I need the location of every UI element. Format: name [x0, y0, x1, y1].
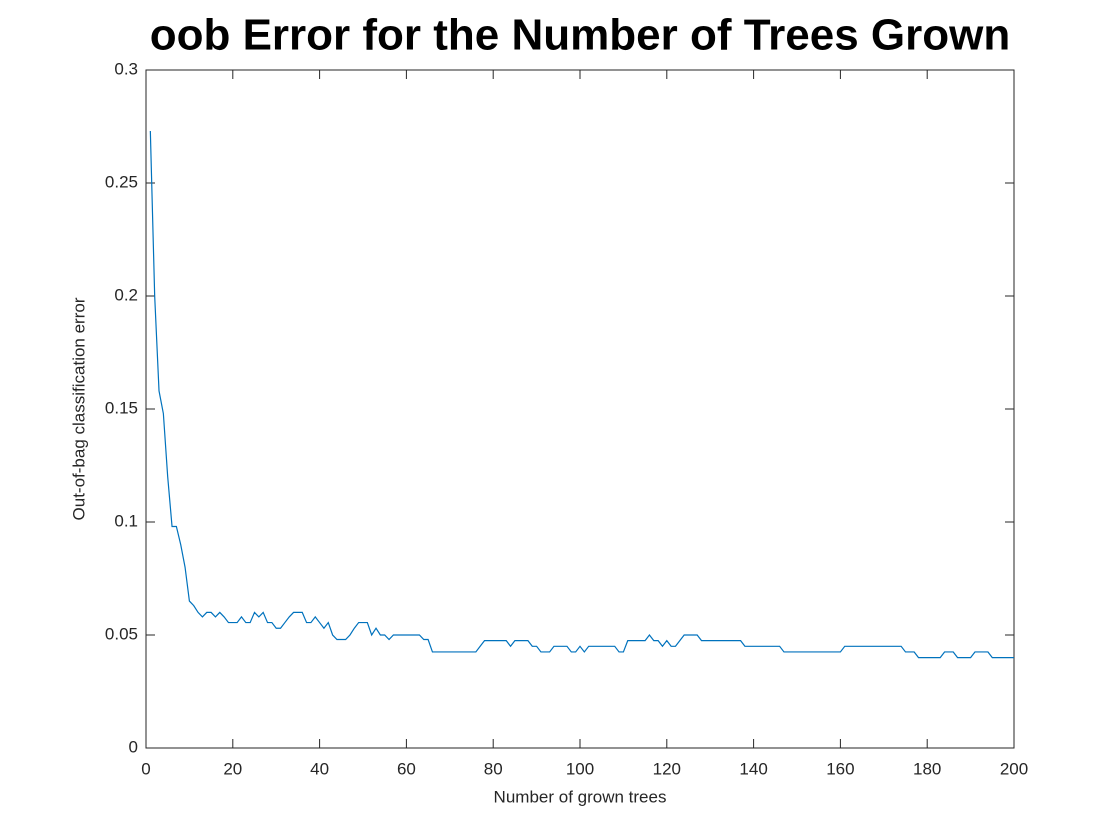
chart-title: oob Error for the Number of Trees Grown — [150, 11, 1011, 60]
x-axis-label: Number of grown trees — [494, 787, 667, 806]
x-tick-label: 160 — [826, 759, 854, 778]
x-tick-label: 60 — [397, 759, 416, 778]
y-axis-label: Out-of-bag classification error — [69, 297, 88, 520]
y-tick-label: 0.25 — [105, 172, 138, 191]
y-tick-label: 0 — [129, 737, 138, 756]
x-tick-label: 0 — [141, 759, 150, 778]
data-line — [149, 131, 1014, 659]
y-tick-label: 0.2 — [114, 285, 138, 304]
x-tick-label: 80 — [484, 759, 503, 778]
x-tick-label: 120 — [653, 759, 681, 778]
x-tick-label: 180 — [913, 759, 941, 778]
x-tick-label: 40 — [310, 759, 329, 778]
x-tick-label: 140 — [739, 759, 767, 778]
y-tick-label: 0.15 — [105, 398, 138, 417]
y-tick-label: 0.1 — [114, 511, 138, 530]
y-tick-label: 0.05 — [105, 624, 138, 643]
x-tick-label: 200 — [1000, 759, 1028, 778]
x-tick-label: 100 — [566, 759, 594, 778]
x-tick-label: 20 — [223, 759, 242, 778]
y-tick-label: 0.3 — [114, 59, 138, 78]
